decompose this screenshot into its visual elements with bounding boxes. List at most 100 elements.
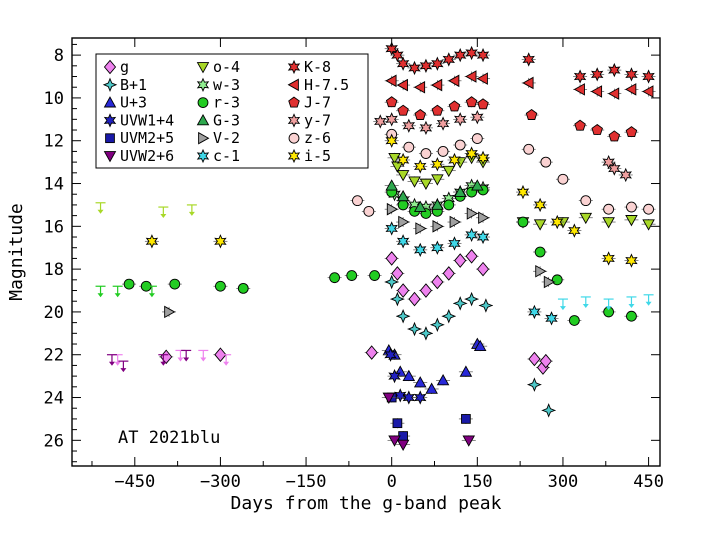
data-point (625, 83, 637, 96)
data-point (145, 234, 159, 249)
data-point (527, 377, 542, 392)
data-point (608, 130, 621, 142)
data-point (441, 308, 457, 324)
data-point (431, 274, 444, 290)
data-point (398, 215, 410, 229)
x-axis-label: Days from the g-band peak (231, 493, 502, 514)
data-point (568, 315, 580, 326)
legend-label: y-7 (304, 111, 331, 129)
x-tick-label: 150 (462, 472, 493, 492)
data-point (385, 133, 398, 148)
data-point (384, 274, 399, 290)
y-tick-label: 12 (44, 132, 64, 152)
data-point (408, 176, 421, 188)
data-point (414, 108, 426, 120)
data-point (442, 165, 456, 178)
data-point (573, 83, 585, 96)
data-point (402, 118, 416, 133)
y-axis-label: Magnitude (6, 203, 27, 301)
data-point (551, 214, 564, 230)
upper-limit-arrowhead (628, 303, 635, 308)
data-point (625, 67, 638, 82)
data-point (388, 368, 401, 384)
legend-marker (287, 78, 299, 92)
data-point (473, 339, 487, 352)
data-point (413, 80, 426, 94)
data-point (431, 198, 444, 210)
data-point (414, 390, 427, 405)
data-point (540, 156, 552, 168)
legend-label: UVW1+4 (120, 111, 174, 129)
upper-limit-arrowhead (183, 357, 190, 362)
data-point (442, 266, 455, 281)
data-point (619, 167, 632, 183)
upper-limit-arrowhead (148, 293, 155, 298)
data-point (388, 152, 401, 165)
data-point (408, 60, 421, 76)
data-point (525, 108, 538, 120)
data-point (568, 223, 581, 238)
data-point (382, 392, 396, 404)
data-point (452, 296, 468, 311)
upper-limit-arrowhead (559, 306, 566, 311)
data-point (448, 152, 461, 168)
data-point (431, 56, 444, 71)
legend-marker (288, 96, 300, 108)
data-point (579, 212, 593, 225)
data-point (396, 439, 410, 452)
legend-label: G-3 (213, 111, 240, 129)
data-point (465, 248, 478, 264)
data-point (453, 112, 467, 127)
upper-limit-arrowhead (120, 368, 127, 373)
data-point (436, 116, 450, 131)
legend-marker (196, 148, 210, 164)
data-point (396, 152, 410, 168)
data-point (543, 275, 556, 289)
data-point (590, 85, 603, 98)
x-tick-label: −150 (286, 472, 327, 492)
data-point (534, 246, 546, 258)
legend-label: z-6 (304, 129, 331, 147)
data-point (448, 236, 461, 251)
upper-limit-arrowhead (188, 211, 195, 216)
data-point (580, 195, 592, 207)
data-point (419, 283, 433, 298)
data-point (346, 270, 358, 281)
legend-label: i-5 (304, 147, 331, 165)
data-point (352, 195, 363, 207)
x-tick-label: −450 (114, 472, 155, 492)
data-point (625, 126, 638, 138)
legend-marker (288, 132, 300, 144)
y-tick-label: 16 (44, 217, 64, 237)
data-point (431, 240, 444, 255)
upper-limit-arrowhead (97, 209, 104, 214)
y-tick-label: 10 (44, 89, 64, 109)
data-point (533, 197, 547, 213)
data-point (413, 376, 427, 388)
data-point (465, 45, 478, 61)
data-point (215, 280, 226, 292)
data-point (385, 112, 398, 127)
legend-marker (198, 131, 210, 145)
data-point (626, 201, 637, 213)
data-point (477, 98, 489, 110)
data-point (430, 317, 445, 333)
data-point (237, 282, 249, 294)
legend-marker (102, 77, 118, 93)
data-point (642, 69, 655, 84)
x-tick-label: 450 (633, 472, 664, 492)
data-point (478, 211, 490, 225)
upper-limit-arrowhead (200, 357, 207, 362)
data-point (385, 179, 398, 191)
data-point (414, 159, 427, 174)
data-point (420, 148, 432, 159)
data-point (462, 435, 476, 447)
data-point (607, 87, 620, 100)
data-point (551, 274, 563, 286)
data-point (390, 291, 405, 307)
data-point (557, 173, 569, 185)
data-point (415, 222, 427, 235)
data-point (431, 174, 444, 186)
axis-ticks: −450 −300 −150 0 150 300 450 8 10 12 14 16 18 20 22 24 2… (44, 38, 664, 492)
